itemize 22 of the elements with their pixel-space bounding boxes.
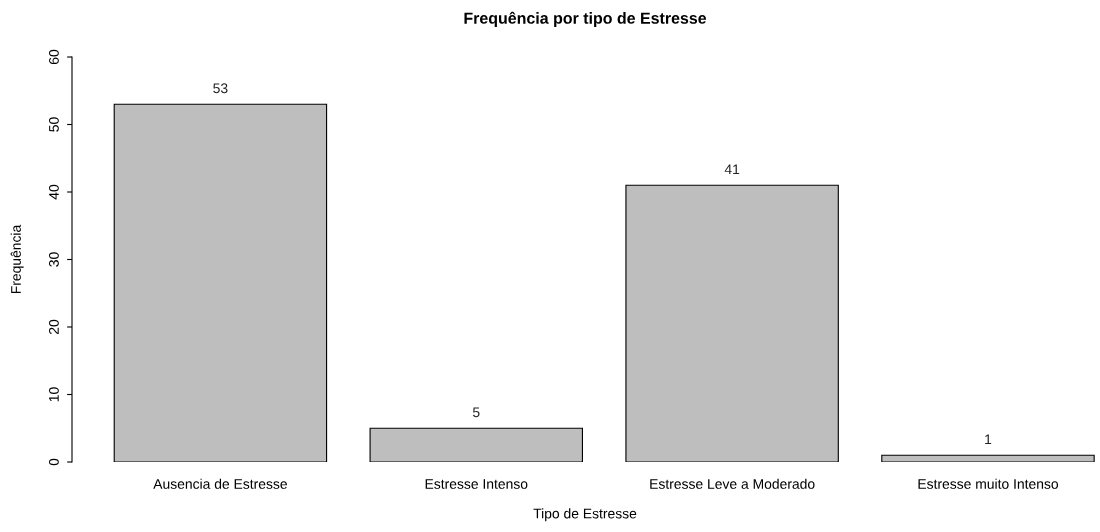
bar <box>369 427 583 462</box>
y-axis-title: Frequência <box>10 224 24 294</box>
chart-title: Frequência por tipo de Estresse <box>464 11 707 27</box>
data-label: 5 <box>472 407 480 418</box>
x-tick-label: Estresse Intenso <box>425 479 528 489</box>
y-tick-label: 60 <box>49 49 59 65</box>
bar <box>881 454 1095 462</box>
x-tick-label: Estresse muito Intenso <box>918 478 1059 489</box>
data-label: 1 <box>985 434 992 445</box>
y-tick-label: 20 <box>49 319 59 335</box>
y-tick-label: 50 <box>49 117 59 132</box>
x-tick-label: Estresse Leve a Moderado <box>650 478 815 489</box>
bar <box>625 184 839 462</box>
y-tick-label: 0 <box>49 458 59 466</box>
bar <box>113 103 328 462</box>
y-tick-label: 10 <box>49 387 59 402</box>
y-tick-label: 40 <box>49 184 59 200</box>
x-tick-label: Ausencia de Estresse <box>153 478 287 489</box>
x-axis-title: Tipo de Estresse <box>533 508 637 522</box>
data-label: 53 <box>213 83 228 94</box>
data-label: 41 <box>724 164 740 175</box>
y-tick-label: 30 <box>49 252 59 267</box>
